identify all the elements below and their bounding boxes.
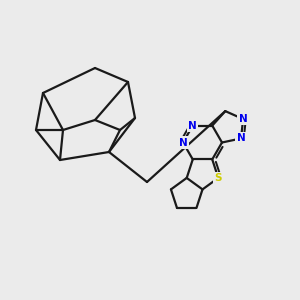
Text: S: S (214, 173, 222, 183)
Text: N: N (178, 137, 188, 148)
Text: N: N (188, 121, 197, 130)
Text: N: N (237, 134, 245, 143)
Text: N: N (239, 114, 248, 124)
